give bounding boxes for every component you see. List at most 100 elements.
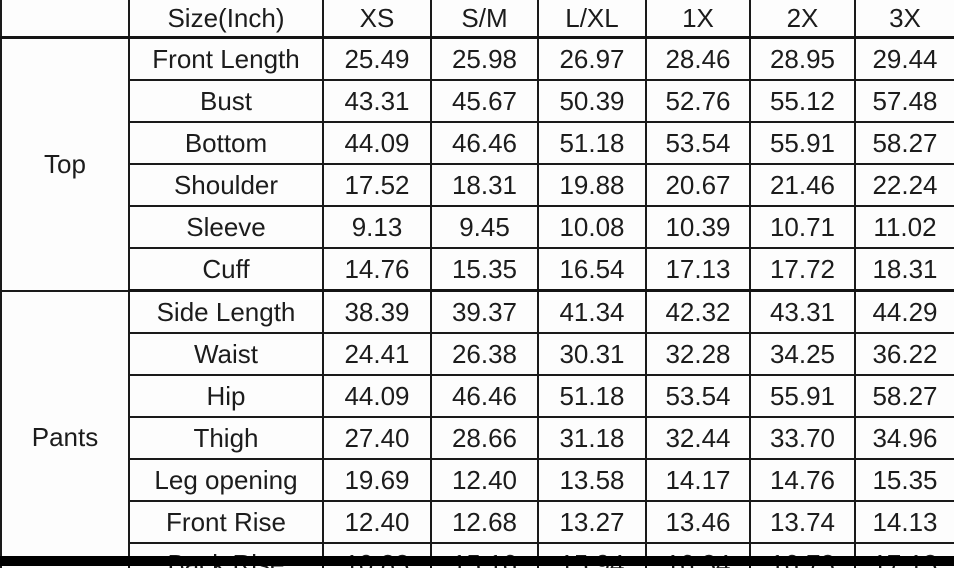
value-cell: 14.76 (749, 458, 856, 502)
value-cell: 32.28 (645, 332, 751, 376)
value-cell: 14.17 (645, 458, 751, 502)
value-cell: 27.40 (322, 416, 432, 460)
value-cell: 9.45 (430, 205, 539, 249)
row-label: Waist (128, 332, 324, 376)
corner-cell (0, 0, 130, 39)
header-row: Size(Inch) XS S/M L/XL 1X 2X 3X (0, 0, 954, 39)
value-cell: 22.24 (854, 163, 954, 207)
row-label: Shoulder (128, 163, 324, 207)
value-cell: 50.39 (537, 79, 647, 123)
table-row-hip: Hip 44.09 46.46 51.18 53.54 55.91 58.27 (1, 374, 954, 418)
value-cell: 58.27 (854, 121, 954, 165)
row-label: Thigh (128, 416, 324, 460)
row-label: Bottom (128, 121, 324, 165)
value-cell: 44.29 (854, 289, 954, 334)
value-cell: 15.35 (430, 247, 539, 292)
table-row-shoulder: Shoulder 17.52 18.31 19.88 20.67 21.46 2… (1, 163, 954, 207)
value-cell: 11.02 (854, 205, 954, 249)
value-cell: 10.71 (749, 205, 856, 249)
header-1x: 1X (645, 0, 751, 39)
value-cell: 33.70 (749, 416, 856, 460)
value-cell: 9.13 (322, 205, 432, 249)
value-cell: 34.96 (854, 416, 954, 460)
table-row-waist: Waist 24.41 26.38 30.31 32.28 34.25 36.2… (1, 332, 954, 376)
row-label: Hip (128, 374, 324, 418)
value-cell: 34.25 (749, 332, 856, 376)
value-cell: 55.12 (749, 79, 856, 123)
value-cell: 28.95 (749, 36, 856, 81)
value-cell: 55.91 (749, 121, 856, 165)
value-cell: 14.76 (322, 247, 432, 292)
value-cell: 25.98 (430, 36, 539, 81)
value-cell: 44.09 (322, 374, 432, 418)
value-cell: 46.46 (430, 121, 539, 165)
value-cell: 19.69 (322, 458, 432, 502)
value-cell: 20.67 (645, 163, 751, 207)
value-cell: 39.37 (430, 289, 539, 334)
value-cell: 12.40 (430, 458, 539, 502)
value-cell: 28.46 (645, 36, 751, 81)
value-cell: 55.91 (749, 374, 856, 418)
row-label: Cuff (128, 247, 324, 292)
value-cell: 19.88 (537, 163, 647, 207)
table-row-cuff: Cuff 14.76 15.35 16.54 17.13 17.72 18.31 (1, 247, 954, 292)
value-cell: 18.31 (854, 247, 954, 292)
value-cell: 26.97 (537, 36, 647, 81)
table-row-sleeve: Sleeve 9.13 9.45 10.08 10.39 10.71 11.02 (1, 205, 954, 249)
value-cell: 41.34 (537, 289, 647, 334)
value-cell: 14.13 (854, 500, 954, 544)
value-cell: 21.46 (749, 163, 856, 207)
row-label: Bust (128, 79, 324, 123)
table-row-front-rise: Front Rise 12.40 12.68 13.27 13.46 13.74… (1, 500, 954, 544)
row-label: Leg opening (128, 458, 324, 502)
value-cell: 24.41 (322, 332, 432, 376)
value-cell: 31.18 (537, 416, 647, 460)
value-cell: 17.72 (749, 247, 856, 292)
row-label: Front Length (128, 36, 324, 81)
section-label-top: Top (0, 36, 130, 292)
value-cell: 29.44 (854, 36, 954, 81)
value-cell: 58.27 (854, 374, 954, 418)
value-cell: 12.40 (322, 500, 432, 544)
value-cell: 17.52 (322, 163, 432, 207)
value-cell: 13.46 (645, 500, 751, 544)
section-label-pants: Pants (0, 289, 130, 568)
value-cell: 42.32 (645, 289, 751, 334)
value-cell: 53.54 (645, 121, 751, 165)
value-cell: 38.39 (322, 289, 432, 334)
value-cell: 10.39 (645, 205, 751, 249)
value-cell: 30.31 (537, 332, 647, 376)
value-cell: 51.18 (537, 374, 647, 418)
value-cell: 51.18 (537, 121, 647, 165)
value-cell: 17.13 (645, 247, 751, 292)
value-cell: 46.46 (430, 374, 539, 418)
value-cell: 45.67 (430, 79, 539, 123)
value-cell: 28.66 (430, 416, 539, 460)
table-row-bust: Bust 43.31 45.67 50.39 52.76 55.12 57.48 (1, 79, 954, 123)
value-cell: 43.31 (749, 289, 856, 334)
value-cell: 10.08 (537, 205, 647, 249)
value-cell: 26.38 (430, 332, 539, 376)
table-row-leg-opening: Leg opening 19.69 12.40 13.58 14.17 14.7… (1, 458, 954, 502)
header-xs: XS (322, 0, 432, 39)
header-lxl: L/XL (537, 0, 647, 39)
value-cell: 57.48 (854, 79, 954, 123)
value-cell: 25.49 (322, 36, 432, 81)
value-cell: 52.76 (645, 79, 751, 123)
value-cell: 32.44 (645, 416, 751, 460)
table-row-thigh: Thigh 27.40 28.66 31.18 32.44 33.70 34.9… (1, 416, 954, 460)
table-row-bottom: Bottom 44.09 46.46 51.18 53.54 55.91 58.… (1, 121, 954, 165)
table-bottom-border (0, 556, 954, 566)
value-cell: 44.09 (322, 121, 432, 165)
value-cell: 16.54 (537, 247, 647, 292)
value-cell: 15.35 (854, 458, 954, 502)
value-cell: 13.74 (749, 500, 856, 544)
table-row-front-length: Top Front Length 25.49 25.98 26.97 28.46… (0, 36, 954, 292)
value-cell: 43.31 (322, 79, 432, 123)
value-cell: 13.58 (537, 458, 647, 502)
row-label: Sleeve (128, 205, 324, 249)
header-size-inch: Size(Inch) (128, 0, 324, 39)
value-cell: 12.68 (430, 500, 539, 544)
